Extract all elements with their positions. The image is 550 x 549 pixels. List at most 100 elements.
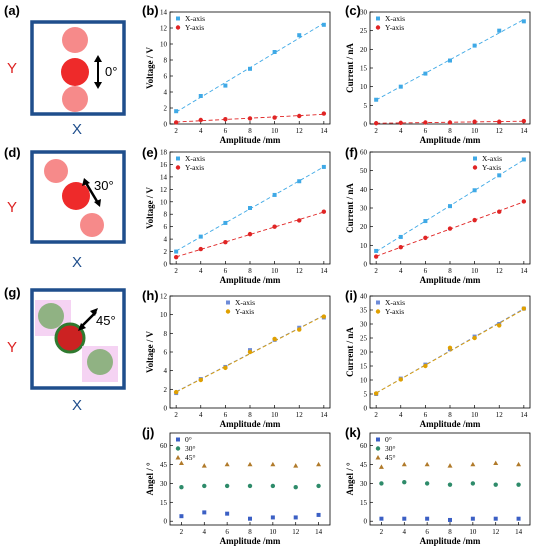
magnet-g bbox=[54, 322, 86, 354]
legend-label-e-0: X-axis bbox=[185, 154, 205, 163]
data-point-e-1-6 bbox=[321, 209, 327, 214]
x-tick-label: 2 bbox=[174, 267, 178, 275]
schematic-a: (a) 0° Y X bbox=[4, 3, 126, 138]
legend-marker-f-0 bbox=[473, 156, 477, 161]
data-point-j-2-1 bbox=[201, 463, 207, 468]
data-point-j-0-1 bbox=[202, 510, 207, 515]
data-point-b-0-0 bbox=[174, 109, 179, 114]
data-point-j-2-2 bbox=[224, 461, 230, 467]
x-tick-label: 2 bbox=[174, 411, 178, 419]
x-tick-label: 8 bbox=[448, 127, 452, 135]
data-point-c-0-6 bbox=[521, 19, 526, 24]
x-tick-label: 8 bbox=[448, 528, 452, 536]
x-tick-label: 8 bbox=[448, 411, 452, 419]
y-tick-label: 10 bbox=[160, 311, 168, 319]
legend-marker-k-0 bbox=[376, 437, 380, 442]
legend-marker-f-1 bbox=[472, 165, 478, 170]
y-tick-label: 12 bbox=[160, 186, 168, 194]
legend-marker-i-1 bbox=[375, 309, 381, 314]
y-tick-label: 35 bbox=[360, 307, 368, 315]
panel-label-b: (b) bbox=[142, 3, 159, 18]
x-tick-label: 4 bbox=[399, 411, 403, 419]
y-tick-label: 15 bbox=[360, 65, 368, 73]
data-point-b-0-4 bbox=[272, 50, 277, 54]
y-tick-label: 6 bbox=[164, 349, 168, 357]
data-point-e-1-5 bbox=[297, 218, 302, 223]
magnet-ghost-top-g bbox=[38, 303, 64, 329]
data-point-k-0-3 bbox=[448, 517, 452, 522]
y-tick-label: 4 bbox=[164, 89, 168, 97]
y-tick-label: 30 bbox=[360, 205, 368, 213]
panel-label-d: (d) bbox=[4, 145, 21, 160]
magnet-d bbox=[62, 182, 90, 210]
y-tick-label: 10 bbox=[360, 83, 368, 91]
x-tick-label: 14 bbox=[515, 528, 523, 536]
y-tick-label: 16 bbox=[160, 161, 168, 169]
data-point-i-1-1 bbox=[398, 377, 403, 382]
x-tick-label: 14 bbox=[520, 411, 528, 419]
data-point-j-0-5 bbox=[293, 515, 298, 520]
data-point-h-1-0 bbox=[173, 389, 179, 395]
y-tick-label: 10 bbox=[360, 377, 368, 385]
y-tick-label: 14 bbox=[160, 9, 168, 17]
x-tick-label: 10 bbox=[469, 528, 477, 536]
data-point-c-1-2 bbox=[423, 120, 428, 125]
data-point-b-1-0 bbox=[173, 120, 179, 125]
y-tick-label: 5 bbox=[364, 391, 368, 399]
x-tick-label: 12 bbox=[296, 411, 304, 419]
legend-marker-c-1 bbox=[375, 25, 381, 30]
data-point-j-1-0 bbox=[179, 484, 184, 490]
data-point-k-2-4 bbox=[470, 461, 476, 467]
y-tick-label: 8 bbox=[164, 57, 168, 65]
y-tick-label: 0 bbox=[364, 261, 368, 269]
data-point-h-1-6 bbox=[321, 314, 327, 319]
data-point-k-2-0 bbox=[378, 464, 384, 469]
x-tick-label: 8 bbox=[448, 267, 452, 275]
data-point-c-0-0 bbox=[374, 97, 379, 102]
x-tick-label: 6 bbox=[424, 267, 428, 275]
data-point-f-1-2 bbox=[423, 235, 428, 241]
y-axis-label-g: Y bbox=[7, 339, 17, 356]
data-point-c-1-3 bbox=[447, 120, 453, 125]
x-axis-label-a: X bbox=[72, 121, 82, 138]
schematic-g: (g) 45° Y X bbox=[4, 285, 126, 414]
magnet-ghost-top-a bbox=[62, 27, 88, 53]
data-point-f-1-5 bbox=[497, 209, 502, 214]
data-point-f-0-5 bbox=[497, 173, 502, 178]
y-tick-label: 6 bbox=[164, 223, 168, 231]
y-axis-title-e: Voltage / V bbox=[145, 187, 155, 230]
y-axis-title-b: Voltage / V bbox=[145, 47, 155, 90]
legend-label-b-0: X-axis bbox=[185, 14, 205, 23]
data-point-f-0-3 bbox=[448, 204, 452, 209]
chart-i: (i) 2 4 6 8 10 12 14 0 5 10 15 20 25 30 35 40 Amplitude /… bbox=[345, 288, 531, 429]
y-axis-title-f: Current / nA bbox=[345, 183, 355, 233]
data-point-j-2-0 bbox=[178, 460, 184, 466]
x-tick-label: 12 bbox=[292, 528, 300, 536]
y-tick-label: 45 bbox=[360, 461, 368, 469]
data-point-f-1-6 bbox=[521, 199, 527, 204]
panel-label-f: (f) bbox=[345, 145, 358, 160]
data-point-k-2-5 bbox=[493, 460, 499, 466]
legend-label-j-0: 0° bbox=[185, 435, 192, 444]
data-point-f-1-3 bbox=[447, 226, 453, 231]
chart-j: (j) 2 4 6 8 10 12 14 0 15 30 45 60 Amplitude /mm Angel… bbox=[142, 425, 331, 546]
data-point-k-2-2 bbox=[424, 461, 430, 467]
data-point-i-1-0 bbox=[373, 391, 379, 396]
legend-marker-i-0 bbox=[376, 300, 380, 305]
x-tick-label: 12 bbox=[496, 127, 504, 135]
legend-label-i-1: Y-axis bbox=[385, 307, 404, 316]
data-point-k-1-2 bbox=[424, 481, 430, 486]
legend-marker-h-0 bbox=[226, 300, 230, 305]
x-tick-label: 2 bbox=[374, 127, 378, 135]
data-point-j-2-5 bbox=[293, 463, 299, 468]
x-tick-label: 10 bbox=[269, 528, 277, 536]
data-point-h-1-4 bbox=[272, 336, 277, 342]
data-point-j-0-6 bbox=[316, 512, 321, 517]
x-tick-label: 6 bbox=[224, 267, 228, 275]
data-point-c-1-5 bbox=[497, 119, 502, 124]
data-point-k-1-6 bbox=[516, 482, 521, 487]
x-tick-label: 4 bbox=[403, 528, 407, 536]
